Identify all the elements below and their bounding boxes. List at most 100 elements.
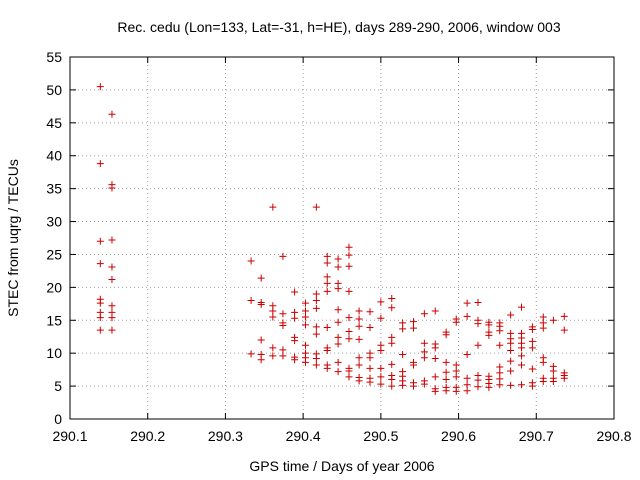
data-point [528, 337, 536, 345]
y-tick-label: 20 [46, 279, 62, 295]
y-tick-label: 30 [46, 214, 62, 230]
data-point [279, 310, 287, 318]
data-point [334, 285, 342, 293]
data-point [323, 324, 331, 332]
data-point [257, 274, 265, 282]
x-tick-label: 290.1 [52, 428, 87, 444]
data-point [549, 367, 557, 375]
data-point [399, 319, 407, 327]
x-tick-label: 290.2 [130, 428, 165, 444]
data-point [431, 373, 439, 381]
grid-lines [70, 57, 614, 419]
data-point [507, 381, 515, 389]
data-point [431, 307, 439, 315]
data-point [301, 358, 309, 366]
data-point [334, 333, 342, 341]
data-point [388, 295, 396, 303]
data-point [474, 376, 482, 384]
data-point [96, 237, 104, 245]
data-point [420, 380, 428, 388]
data-point [291, 288, 299, 296]
y-tick-label: 50 [46, 82, 62, 98]
data-point [355, 322, 363, 330]
data-point [334, 263, 342, 271]
data-point [96, 83, 104, 91]
y-tick-label: 55 [46, 49, 62, 65]
data-point [312, 330, 320, 338]
data-point [257, 336, 265, 344]
data-point [312, 203, 320, 211]
data-point [539, 324, 547, 332]
data-point [334, 358, 342, 366]
data-point [496, 363, 504, 371]
data-point [549, 316, 557, 324]
data-point [409, 382, 417, 390]
x-axis-label: GPS time / Days of year 2006 [249, 458, 434, 474]
data-point [312, 354, 320, 362]
y-tick-label: 0 [54, 411, 62, 427]
data-point [388, 304, 396, 312]
data-point [334, 306, 342, 314]
data-point [355, 354, 363, 362]
data-point [301, 313, 309, 321]
data-point [323, 364, 331, 372]
data-point [247, 257, 255, 265]
data-point [96, 314, 104, 322]
data-point [269, 203, 277, 211]
y-tick-label: 45 [46, 115, 62, 131]
data-point [528, 325, 536, 333]
data-point [108, 275, 116, 283]
data-point [528, 382, 536, 390]
data-point [452, 373, 460, 381]
data-point [323, 273, 331, 281]
data-points [96, 83, 568, 395]
data-point [409, 361, 417, 369]
data-point [257, 300, 265, 308]
data-point [560, 312, 568, 320]
data-point [108, 326, 116, 334]
data-point [96, 260, 104, 268]
data-point [312, 323, 320, 331]
data-point [366, 378, 374, 386]
data-point [269, 352, 277, 360]
data-point [345, 262, 353, 270]
data-point [528, 365, 536, 373]
data-point [463, 350, 471, 358]
data-point [345, 287, 353, 295]
y-tick-label: 5 [54, 378, 62, 394]
data-point [323, 347, 331, 355]
data-point [355, 361, 363, 369]
data-point [334, 368, 342, 376]
data-point [518, 344, 526, 352]
data-point [442, 358, 450, 366]
data-point [442, 387, 450, 395]
y-tick-label: 10 [46, 345, 62, 361]
data-point [96, 326, 104, 334]
data-point [269, 344, 277, 352]
data-point [366, 308, 374, 316]
data-point [518, 361, 526, 369]
y-tick-label: 40 [46, 148, 62, 164]
data-point [431, 344, 439, 352]
data-point [388, 376, 396, 384]
data-point [323, 287, 331, 295]
data-point [279, 352, 287, 360]
data-point [312, 297, 320, 305]
data-point [345, 251, 353, 259]
plot-frame [69, 56, 615, 420]
data-point [496, 327, 504, 335]
data-point [496, 341, 504, 349]
data-point [549, 377, 557, 385]
data-point [279, 346, 287, 354]
data-point [507, 367, 515, 375]
data-point [409, 318, 417, 326]
data-point [463, 387, 471, 395]
x-tick-label: 290.4 [286, 428, 321, 444]
data-point [420, 354, 428, 362]
data-point [312, 304, 320, 312]
data-point [388, 360, 396, 368]
data-point [388, 382, 396, 390]
data-point [507, 339, 515, 347]
data-point [355, 315, 363, 323]
